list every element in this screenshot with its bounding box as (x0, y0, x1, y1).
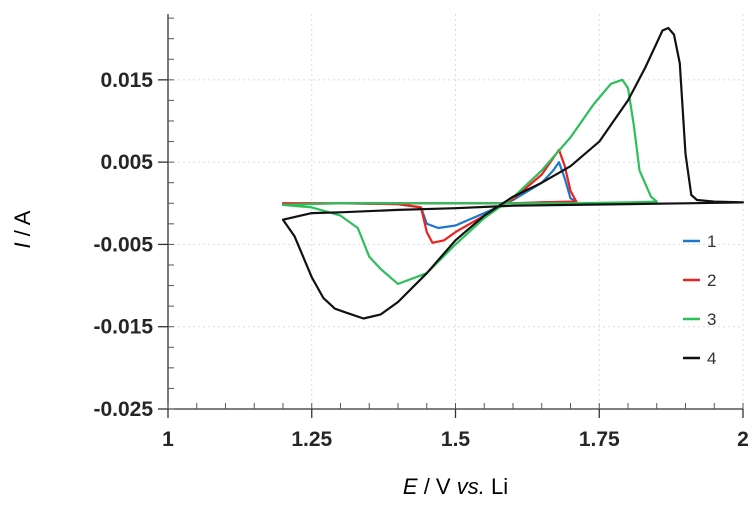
legend-label-4: 4 (707, 349, 716, 368)
legend-label-3: 3 (707, 310, 716, 329)
axes-layer (158, 14, 744, 418)
x-tick-label: 2 (737, 428, 749, 451)
x-tick-label: 1.75 (579, 428, 620, 451)
legend-label-1: 1 (707, 232, 716, 251)
y-tick-label: 0.005 (100, 151, 153, 174)
series-line-2 (281, 148, 578, 244)
tick-labels-layer: 0.015 0.005 -0.005 -0.015 -0.025 1 1.25 1.5 1.75… (93, 69, 748, 451)
x-tick-label: 1.5 (441, 428, 471, 451)
legend-label-2: 2 (707, 271, 716, 290)
y-tick-label: -0.015 (93, 316, 153, 339)
x-tick-label: 1.25 (291, 428, 332, 451)
y-axis-title: I / A (10, 210, 35, 248)
grid-layer (168, 14, 744, 409)
series-line-4 (281, 26, 745, 320)
x-axis-title: E / V vs. Li (403, 474, 508, 499)
y-tick-label: -0.005 (93, 233, 153, 256)
y-tick-label: -0.025 (93, 398, 153, 421)
series-line-3 (281, 78, 658, 285)
legend: 1 2 3 4 (683, 232, 716, 368)
series-layer (281, 26, 745, 320)
y-tick-label: 0.015 (100, 69, 153, 92)
series-line-1 (281, 161, 578, 230)
x-tick-label: 1 (162, 428, 174, 451)
